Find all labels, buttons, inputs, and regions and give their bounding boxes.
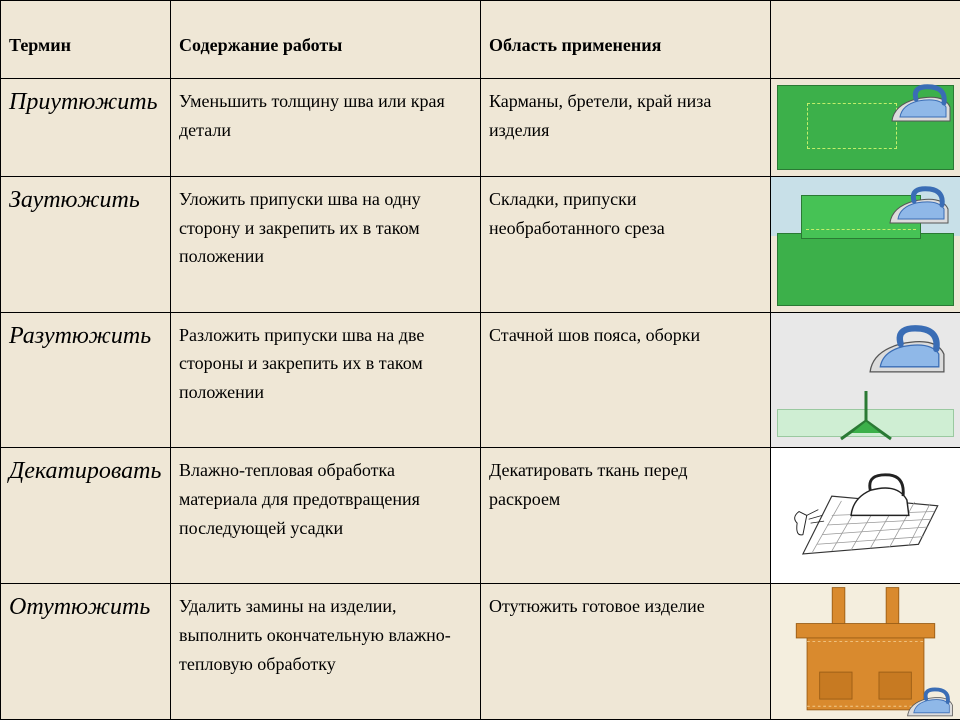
illustration-cell xyxy=(771,584,960,720)
term-cell: Заутюжить xyxy=(1,176,171,312)
term-cell: Приутюжить xyxy=(1,78,171,176)
razutyuzhit-icon xyxy=(771,313,960,448)
header-row: Термин Содержание работы Область примене… xyxy=(1,1,960,79)
table-row: Заутюжить Уложить припуски шва на одну с… xyxy=(1,176,960,312)
otutyuzhit-icon xyxy=(771,584,960,719)
col-header-term: Термин xyxy=(1,1,171,79)
illustration-cell xyxy=(771,176,960,312)
dekatirovat-icon xyxy=(771,448,960,583)
work-cell: Удалить замины на изделии, выполнить око… xyxy=(171,584,481,720)
terminology-table: Термин Содержание работы Область примене… xyxy=(0,0,960,720)
priutyuzhit-icon xyxy=(771,79,960,176)
illustration-cell xyxy=(771,448,960,584)
col-header-area: Область применения xyxy=(481,1,771,79)
table-row: Декатировать Влажно-тепловая обработка м… xyxy=(1,448,960,584)
table-row: Разутюжить Разложить припуски шва на две… xyxy=(1,312,960,448)
term-cell: Отутюжить xyxy=(1,584,171,720)
table-row: Отутюжить Удалить замины на изделии, вып… xyxy=(1,584,960,720)
work-cell: Влажно-тепловая обработка материала для … xyxy=(171,448,481,584)
work-cell: Уложить припуски шва на одну сторону и з… xyxy=(171,176,481,312)
term-cell: Декатировать xyxy=(1,448,171,584)
zautyuzhit-icon xyxy=(771,177,960,312)
area-cell: Карманы, бретели, край низа изделия xyxy=(481,78,771,176)
area-cell: Складки, припуски необработанного среза xyxy=(481,176,771,312)
illustration-cell xyxy=(771,312,960,448)
area-cell: Декатировать ткань перед раскроем xyxy=(481,448,771,584)
illustration-cell xyxy=(771,78,960,176)
work-cell: Уменьшить толщину шва или края детали xyxy=(171,78,481,176)
col-header-illustration xyxy=(771,1,960,79)
area-cell: Отутюжить готовое изделие xyxy=(481,584,771,720)
table-row: Приутюжить Уменьшить толщину шва или кра… xyxy=(1,78,960,176)
work-cell: Разложить припуски шва на две стороны и … xyxy=(171,312,481,448)
term-cell: Разутюжить xyxy=(1,312,171,448)
area-cell: Стачной шов пояса, оборки xyxy=(481,312,771,448)
col-header-work: Содержание работы xyxy=(171,1,481,79)
